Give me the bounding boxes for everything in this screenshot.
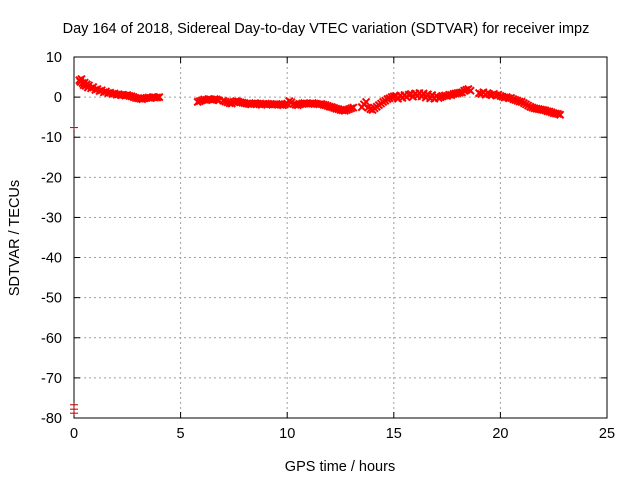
- data-point-stroke: [152, 93, 162, 102]
- data-point: [70, 407, 78, 412]
- y-tick-label: -80: [41, 411, 62, 427]
- x-tick-label: 0: [70, 426, 78, 442]
- data-point: [155, 92, 164, 102]
- x-tick-label: 15: [386, 426, 402, 442]
- data-point: [361, 97, 371, 107]
- y-tick-label: -60: [41, 331, 62, 347]
- y-axis-label: SDTVAR / TECUs: [7, 180, 23, 296]
- grid-layer: [74, 57, 607, 418]
- chart-title: Day 164 of 2018, Sidereal Day-to-day VTE…: [63, 21, 590, 37]
- data-point-stroke: [551, 109, 561, 118]
- data-point: [349, 103, 358, 112]
- y-tick-label: -10: [41, 130, 62, 146]
- y-tick-label: -30: [41, 210, 62, 226]
- data-point-stroke: [543, 106, 552, 116]
- x-tick-label: 25: [599, 426, 615, 442]
- y-tick-label: 10: [46, 50, 62, 66]
- data-point: [389, 92, 399, 101]
- data-point-stroke: [361, 97, 371, 107]
- data-point-stroke: [455, 88, 465, 97]
- data-point-stroke: [466, 86, 475, 95]
- x-tick-label: 10: [279, 426, 295, 442]
- x-tick-label: 5: [177, 426, 185, 442]
- data-point: [70, 402, 78, 407]
- y-tick-label: 0: [54, 90, 62, 106]
- data-point-stroke: [389, 92, 399, 101]
- data-point-stroke: [538, 105, 548, 115]
- plot-frame: [73, 56, 608, 419]
- data-point-stroke: [555, 110, 565, 119]
- y-tick-label: -70: [41, 371, 62, 387]
- data-point-stroke: [210, 94, 219, 104]
- data-point: [70, 411, 78, 416]
- data-point-stroke: [319, 100, 328, 109]
- data-point: [455, 88, 465, 97]
- data-marks: [70, 74, 565, 416]
- y-tick-label: -40: [41, 251, 62, 267]
- x-axis-label: GPS time / hours: [285, 459, 395, 475]
- data-point: [70, 125, 78, 130]
- x-tick-label: 20: [492, 426, 508, 442]
- data-point: [466, 86, 475, 95]
- data-point: [555, 110, 565, 119]
- data-point-stroke: [251, 98, 260, 108]
- y-tick-label: -20: [41, 170, 62, 186]
- data-point-stroke: [125, 91, 134, 101]
- data-point: [152, 93, 162, 102]
- data-point-stroke: [332, 104, 341, 113]
- y-tick-label: -50: [41, 291, 62, 307]
- axes-layer: 0 5 10 15 20 25 10 0 -10 -20 -30 -40 -50 -60 -70 -80: [41, 50, 615, 442]
- data-point-stroke: [325, 102, 335, 111]
- data-point-stroke: [349, 103, 358, 112]
- data-point-stroke: [231, 96, 241, 106]
- data-point-stroke: [515, 97, 524, 106]
- data-point-stroke: [155, 92, 164, 102]
